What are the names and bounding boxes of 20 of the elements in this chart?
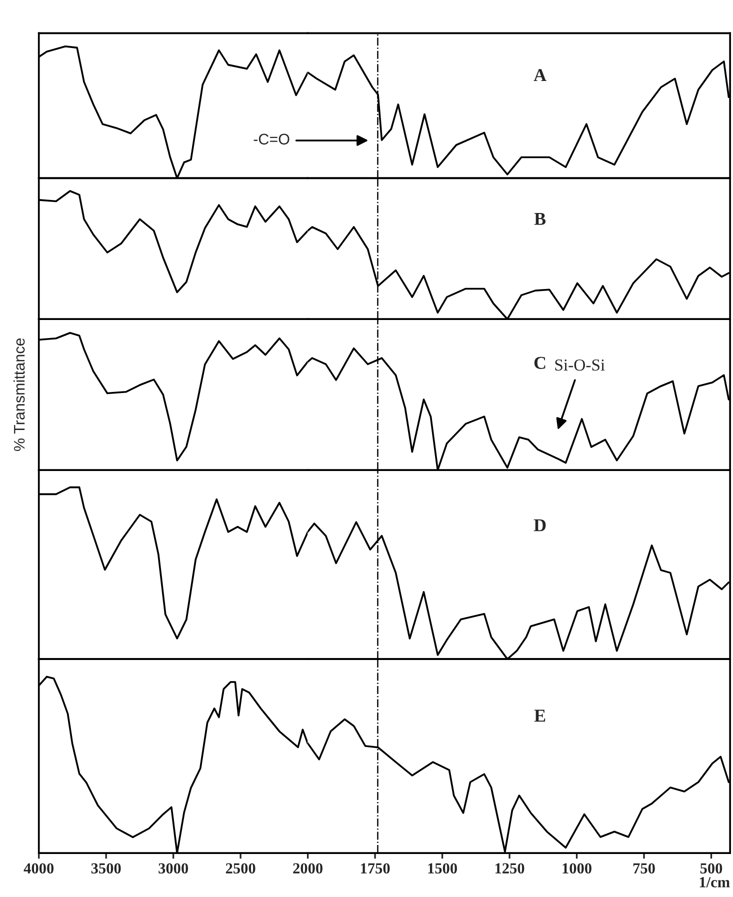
x-tick-label: 750 xyxy=(633,863,655,874)
x-tick-label: 3000 xyxy=(158,863,188,874)
x-tick-label: 2000 xyxy=(293,863,322,874)
y-axis-title: % Transmittance xyxy=(13,338,25,451)
annotation: D xyxy=(534,519,546,532)
x-tick-label: 1750 xyxy=(360,863,390,874)
x-tick-label: 1250 xyxy=(495,863,524,874)
x-tick-label: 1000 xyxy=(562,863,592,874)
annotation: B xyxy=(534,212,546,225)
annotation: Si-O-Si xyxy=(555,359,605,371)
x-tick-label: 4000 xyxy=(24,863,54,874)
annotation: -C=O xyxy=(254,134,290,145)
x-tick-label: 500 xyxy=(700,863,722,874)
x-tick-label: 1500 xyxy=(428,863,457,874)
annotation: C xyxy=(534,356,546,369)
x-axis-title: 1/cm xyxy=(700,877,730,888)
x-tick-label: 3500 xyxy=(91,863,121,874)
x-tick-label: 2500 xyxy=(226,863,256,874)
annotation: A xyxy=(534,69,546,82)
annotation: E xyxy=(534,710,546,722)
